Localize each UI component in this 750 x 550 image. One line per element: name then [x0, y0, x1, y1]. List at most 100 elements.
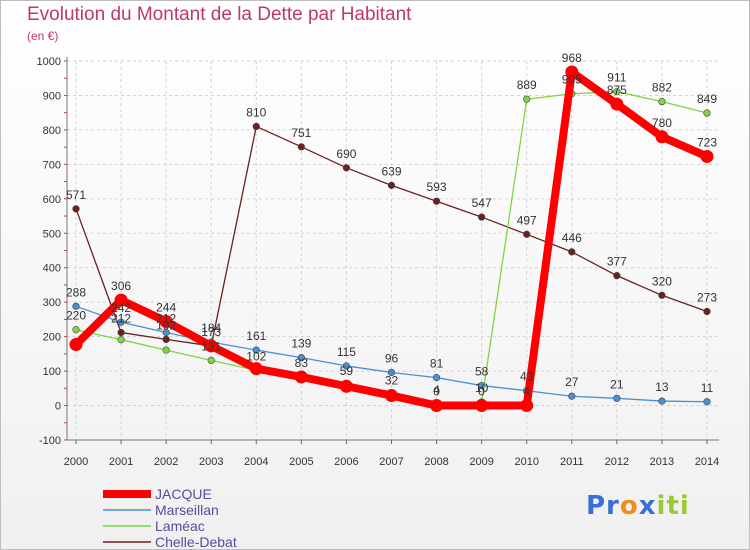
data-point [252, 122, 260, 131]
y-tick-label: 1000 [37, 56, 61, 68]
data-label: 43 [520, 370, 534, 384]
data-point [339, 379, 353, 393]
data-point [297, 143, 305, 151]
logo-part-4: iti [656, 491, 690, 521]
data-point [565, 65, 579, 79]
data-point [294, 370, 308, 384]
x-tick-label: 2003 [199, 456, 223, 468]
data-point [387, 368, 396, 377]
data-point [568, 392, 576, 400]
legend-label: Chelle-Debat [155, 534, 237, 549]
data-point [162, 346, 170, 354]
data-point [69, 338, 83, 352]
x-tick-label: 2013 [650, 456, 674, 468]
data-label: 0 [433, 385, 440, 399]
axes [64, 57, 719, 444]
data-label: 911 [607, 71, 626, 85]
data-label: 184 [201, 321, 221, 335]
data-label: 139 [291, 337, 311, 351]
data-label: 83 [295, 356, 309, 370]
y-tick-label: 0 [55, 401, 61, 413]
data-label: 220 [66, 309, 86, 323]
data-point [523, 230, 531, 238]
y-tick-label: 800 [43, 125, 61, 137]
data-label: 27 [565, 375, 579, 389]
data-label: 547 [472, 196, 492, 210]
data-label: 497 [517, 213, 537, 227]
data-label: 192 [156, 318, 176, 332]
proxiti-logo: Proxiti [586, 491, 690, 521]
x-tick-label: 2014 [695, 456, 719, 468]
data-label: 446 [562, 231, 582, 245]
data-point [430, 399, 444, 413]
data-label: 4 [523, 385, 530, 399]
data-label: 593 [427, 180, 447, 194]
data-point [204, 339, 218, 353]
data-label: 810 [246, 105, 266, 119]
data-point [297, 354, 305, 362]
y-tick-label: 400 [43, 263, 61, 275]
data-point [117, 336, 125, 344]
y-tick-label: 200 [43, 332, 61, 344]
y-tick-label: 600 [43, 194, 61, 206]
data-point [523, 95, 531, 103]
data-point [162, 328, 170, 337]
data-label: 115 [337, 345, 356, 359]
logo-part-3: x [638, 491, 657, 521]
data-point [207, 356, 215, 365]
data-label: 96 [385, 351, 399, 365]
data-point [72, 302, 80, 310]
y-tick-label: 900 [43, 90, 61, 102]
data-point [117, 318, 125, 326]
y-tick-label: -100 [39, 435, 61, 447]
x-tick-label: 2004 [244, 456, 268, 468]
data-label: 288 [66, 285, 86, 299]
series-lines [69, 65, 714, 413]
data-point [162, 335, 170, 343]
data-point [387, 181, 396, 189]
data-label: 273 [697, 290, 717, 304]
x-tick-label: 2002 [154, 456, 178, 468]
data-label: 131 [201, 339, 221, 353]
x-tick-label: 2012 [605, 456, 629, 468]
data-point [658, 291, 666, 299]
data-point [72, 205, 80, 213]
data-label: 889 [517, 78, 537, 92]
data-point [342, 164, 351, 172]
y-tick-label: 700 [43, 159, 61, 171]
data-label: 244 [156, 300, 176, 314]
data-point [520, 399, 534, 413]
legend-label: Laméac [155, 518, 205, 534]
data-point [385, 389, 398, 403]
data-label: 780 [652, 116, 672, 130]
data-label: 242 [111, 301, 131, 315]
data-point [703, 307, 711, 316]
data-label: 212 [156, 312, 176, 326]
data-point [478, 213, 486, 221]
data-label: 723 [697, 135, 717, 149]
data-point [703, 109, 711, 117]
data-label: 0 [478, 385, 485, 399]
x-tick-label: 2007 [379, 456, 403, 468]
data-label: 875 [607, 83, 627, 97]
data-label: 173 [201, 325, 221, 339]
data-label: 968 [562, 51, 582, 65]
data-point [342, 362, 351, 370]
data-label: 81 [430, 357, 444, 371]
data-label: 59 [340, 364, 354, 378]
data-label: 320 [652, 274, 672, 288]
data-point [613, 88, 621, 96]
data-label: 905 [562, 73, 582, 87]
data-label: 13 [655, 380, 669, 394]
data-point [568, 248, 576, 256]
x-tick-label: 2000 [64, 456, 88, 468]
data-label: 11 [701, 381, 714, 395]
data-label: 377 [607, 255, 627, 269]
legend-label: JACQUE [155, 486, 212, 502]
data-label: 690 [336, 147, 356, 161]
data-point [114, 293, 128, 307]
